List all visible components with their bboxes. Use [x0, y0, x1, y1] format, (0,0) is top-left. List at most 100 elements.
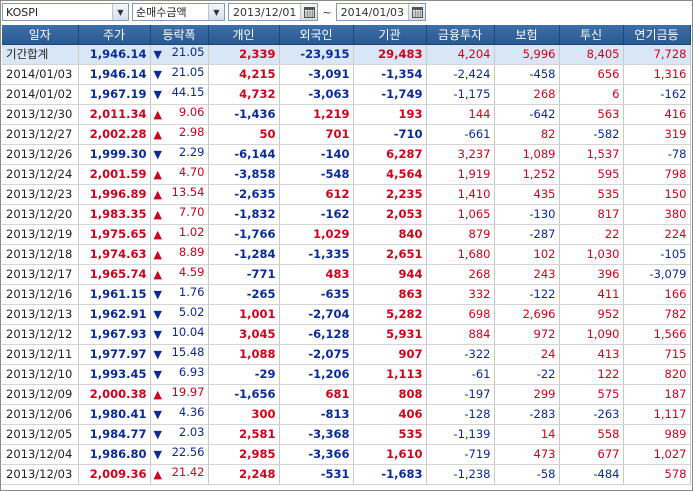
date-cell: 2014/01/03 — [2, 64, 79, 85]
column-header-foreign[interactable]: 외국인 — [279, 25, 354, 45]
table-row[interactable]: 2013/12/11 1,977.97 ▼ 15.48 1,088 -2,075 907 -3… — [2, 344, 691, 365]
investment-trust-cell: 1,090 — [559, 324, 624, 345]
date-cell: 2013/12/20 — [2, 204, 79, 225]
individual-cell: -3,858 — [208, 164, 280, 185]
change-value: 7.70 — [178, 204, 205, 219]
triangle-up-icon: ▲ — [153, 267, 162, 281]
table-body: 기간합계 1,946.14 ▼ 21.05 2,339 -23,915 29,483 4,20… — [2, 44, 691, 485]
investment-trust-cell: -582 — [559, 124, 624, 145]
institution-cell: 193 — [353, 104, 427, 125]
foreign-cell: -6,128 — [279, 324, 354, 345]
table-row[interactable]: 2013/12/06 1,980.41 ▼ 4.36 300 -813 406 -128 -28… — [2, 404, 691, 425]
date-cell: 2014/01/02 — [2, 84, 79, 105]
individual-cell: 50 — [208, 124, 280, 145]
institution-cell: 29,483 — [353, 44, 427, 65]
summary-row[interactable]: 기간합계 1,946.14 ▼ 21.05 2,339 -23,915 29,483 4,20… — [2, 44, 691, 65]
table-row[interactable]: 2013/12/13 1,962.91 ▼ 5.02 1,001 -2,704 5,282 6… — [2, 304, 691, 325]
column-header-price[interactable]: 주가 — [78, 25, 151, 45]
financial-investment-cell: 884 — [426, 324, 495, 345]
institution-cell: -1,749 — [353, 84, 427, 105]
date-cell: 기간합계 — [2, 44, 79, 65]
date-range-separator: ~ — [322, 5, 332, 19]
table-row[interactable]: 2013/12/18 1,974.63 ▲ 8.89 -1,284 -1,335 2,651… — [2, 244, 691, 265]
insurance-cell: 5,996 — [494, 44, 560, 65]
table-row[interactable]: 2013/12/27 2,002.28 ▲ 2.98 50 701 -710 -661 82 -5… — [2, 124, 691, 145]
table-row[interactable]: 2013/12/04 1,986.80 ▼ 22.56 2,985 -3,366 1,610… — [2, 444, 691, 465]
table-row[interactable]: 2013/12/12 1,967.93 ▼ 10.04 3,045 -6,128 5,931… — [2, 324, 691, 345]
chevron-down-icon[interactable]: ▼ — [208, 4, 224, 20]
pension-cell: 7,728 — [623, 44, 691, 65]
mode-select[interactable]: 순매수금액 ▼ — [132, 3, 225, 21]
foreign-cell: 1,029 — [279, 224, 354, 245]
column-header-change[interactable]: 등락폭 — [150, 25, 209, 45]
change-value: 6.93 — [178, 364, 205, 379]
price-cell: 2,002.28 — [78, 124, 151, 145]
column-header-financial-investment[interactable]: 금융투자 — [426, 25, 495, 45]
calendar-icon[interactable] — [408, 4, 426, 20]
column-header-investment-trust[interactable]: 투신 — [559, 25, 624, 45]
financial-investment-cell: 332 — [426, 284, 495, 305]
table-row[interactable]: 2013/12/19 1,975.65 ▲ 1.02 -1,766 1,029 840 879… — [2, 224, 691, 245]
calendar-icon[interactable] — [300, 4, 318, 20]
change-value: 9.06 — [178, 104, 205, 119]
column-header-date[interactable]: 일자 — [2, 25, 79, 45]
insurance-cell: 102 — [494, 244, 560, 265]
change-cell: ▲ 1.02 — [150, 224, 209, 245]
start-date-field[interactable]: 2013/12/01 — [228, 3, 319, 21]
change-value: 2.29 — [178, 144, 205, 159]
financial-investment-cell: 3,237 — [426, 144, 495, 165]
column-header-insurance[interactable]: 보험 — [494, 25, 560, 45]
change-value: 1.76 — [178, 284, 205, 299]
table-row[interactable]: 2013/12/30 2,011.34 ▲ 9.06 -1,436 1,219 193 144… — [2, 104, 691, 125]
investment-trust-cell: -484 — [559, 464, 624, 485]
table-row[interactable]: 2014/01/02 1,967.19 ▼ 44.15 4,732 -3,063 -1,74… — [2, 84, 691, 105]
table-row[interactable]: 2013/12/20 1,983.35 ▲ 7.70 -1,832 -162 2,053 1,… — [2, 204, 691, 225]
financial-investment-cell: -1,238 — [426, 464, 495, 485]
table-row[interactable]: 2013/12/10 1,993.45 ▼ 6.93 -29 -1,206 1,113 -61… — [2, 364, 691, 385]
table-row[interactable]: 2013/12/05 1,984.77 ▼ 2.03 2,581 -3,368 535 -1,… — [2, 424, 691, 445]
market-select[interactable]: KOSPI ▼ — [2, 3, 129, 21]
triangle-down-icon: ▼ — [153, 307, 162, 321]
table-row[interactable]: 2013/12/24 2,001.59 ▲ 4.70 -3,858 -548 4,564 1,… — [2, 164, 691, 185]
date-cell: 2013/12/27 — [2, 124, 79, 145]
pension-cell: 798 — [623, 164, 691, 185]
institution-cell: 907 — [353, 344, 427, 365]
foreign-cell: -813 — [279, 404, 354, 425]
table-row[interactable]: 2013/12/16 1,961.15 ▼ 1.76 -265 -635 863 332 -12… — [2, 284, 691, 305]
financial-investment-cell: 4,204 — [426, 44, 495, 65]
change-value: 4.36 — [178, 404, 205, 419]
pension-cell: 1,027 — [623, 444, 691, 465]
insurance-cell: 24 — [494, 344, 560, 365]
change-cell: ▼ 2.03 — [150, 424, 209, 445]
individual-cell: -2,635 — [208, 184, 280, 205]
table-row[interactable]: 2013/12/03 2,009.36 ▲ 21.42 2,248 -531 -1,683-… — [2, 464, 691, 485]
table-row[interactable]: 2013/12/17 1,965.74 ▲ 4.59 -771 483 944 268 243 3… — [2, 264, 691, 285]
end-date-value: 2014/01/03 — [340, 6, 405, 19]
column-header-pension[interactable]: 연기금등 — [623, 25, 691, 45]
change-cell: ▼ 6.93 — [150, 364, 209, 385]
financial-investment-cell: -322 — [426, 344, 495, 365]
financial-investment-cell: -661 — [426, 124, 495, 145]
date-cell: 2013/12/04 — [2, 444, 79, 465]
change-value: 5.02 — [178, 304, 205, 319]
institution-cell: 6,287 — [353, 144, 427, 165]
column-header-individual[interactable]: 개인 — [208, 25, 280, 45]
individual-cell: -771 — [208, 264, 280, 285]
change-cell: ▼ 15.48 — [150, 344, 209, 365]
change-value: 22.56 — [171, 444, 205, 459]
change-value: 4.70 — [178, 164, 205, 179]
investor-trading-table: 일자 주가 등락폭 개인 외국인 기관 금융투자 보험 투신 연기금등 기간합계… — [2, 25, 691, 485]
change-cell: ▼ 1.76 — [150, 284, 209, 305]
chevron-down-icon[interactable]: ▼ — [112, 4, 128, 20]
table-row[interactable]: 2013/12/26 1,999.30 ▼ 2.29 -6,144 -140 6,287 3,… — [2, 144, 691, 165]
table-row[interactable]: 2013/12/09 2,000.38 ▲ 19.97 -1,656 681 808 -197… — [2, 384, 691, 405]
table-row[interactable]: 2013/12/23 1,996.89 ▲ 13.54 -2,635 612 2,235 1,… — [2, 184, 691, 205]
end-date-field[interactable]: 2014/01/03 — [335, 3, 427, 21]
change-value: 21.05 — [171, 44, 205, 59]
table-row[interactable]: 2014/01/03 1,946.14 ▼ 21.05 4,215 -3,091 -1,35… — [2, 64, 691, 85]
institution-cell: 406 — [353, 404, 427, 425]
pension-cell: 1,117 — [623, 404, 691, 425]
date-cell: 2013/12/09 — [2, 384, 79, 405]
price-cell: 1,965.74 — [78, 264, 151, 285]
column-header-institution[interactable]: 기관 — [353, 25, 427, 45]
